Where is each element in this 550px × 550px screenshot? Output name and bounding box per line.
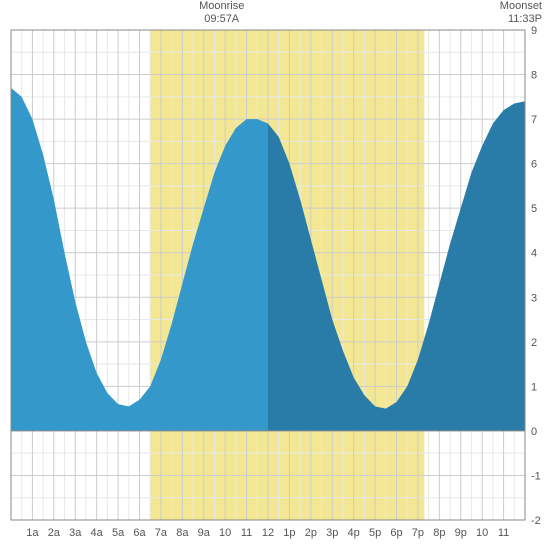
svg-text:6: 6 xyxy=(531,159,537,171)
svg-text:6p: 6p xyxy=(390,527,402,539)
svg-text:10: 10 xyxy=(219,527,231,539)
svg-text:8p: 8p xyxy=(433,527,445,539)
svg-text:7: 7 xyxy=(531,114,537,126)
svg-text:6a: 6a xyxy=(133,527,146,539)
svg-text:7a: 7a xyxy=(155,527,168,539)
svg-text:4: 4 xyxy=(531,248,537,260)
svg-text:3a: 3a xyxy=(69,527,82,539)
svg-text:7p: 7p xyxy=(412,527,424,539)
svg-text:12: 12 xyxy=(262,527,274,539)
svg-text:2a: 2a xyxy=(48,527,61,539)
svg-text:3p: 3p xyxy=(326,527,338,539)
tide-chart: -2-101234567891a2a3a4a5a6a7a8a9a1011121p… xyxy=(0,0,550,550)
svg-text:-1: -1 xyxy=(531,470,541,482)
moonset-label: Moonset 11:33P xyxy=(500,0,542,26)
svg-text:5p: 5p xyxy=(369,527,381,539)
svg-text:3: 3 xyxy=(531,292,537,304)
svg-text:-2: -2 xyxy=(531,515,541,527)
svg-text:9a: 9a xyxy=(198,527,211,539)
moonrise-label: Moonrise 09:57A xyxy=(199,0,244,26)
svg-text:11: 11 xyxy=(498,527,509,539)
svg-text:11: 11 xyxy=(241,527,252,539)
moonset-title: Moonset xyxy=(500,0,542,12)
svg-text:9: 9 xyxy=(531,25,537,37)
svg-text:4a: 4a xyxy=(91,527,104,539)
svg-text:8: 8 xyxy=(531,70,537,82)
svg-text:1a: 1a xyxy=(26,527,39,539)
svg-text:1p: 1p xyxy=(283,527,295,539)
svg-text:2: 2 xyxy=(531,337,537,349)
svg-text:9p: 9p xyxy=(455,527,467,539)
svg-text:2p: 2p xyxy=(305,527,317,539)
svg-text:0: 0 xyxy=(531,426,537,438)
svg-text:8a: 8a xyxy=(176,527,189,539)
tide-chart-container: Moonrise 09:57A Moonset 11:33P -2-101234… xyxy=(0,0,550,550)
svg-text:5a: 5a xyxy=(112,527,125,539)
svg-text:1: 1 xyxy=(531,381,537,393)
moonrise-title: Moonrise xyxy=(199,0,244,12)
svg-text:4p: 4p xyxy=(348,527,360,539)
svg-text:5: 5 xyxy=(531,203,537,215)
moonset-time: 11:33P xyxy=(508,13,542,25)
svg-text:10: 10 xyxy=(476,527,488,539)
moonrise-time: 09:57A xyxy=(204,13,239,25)
